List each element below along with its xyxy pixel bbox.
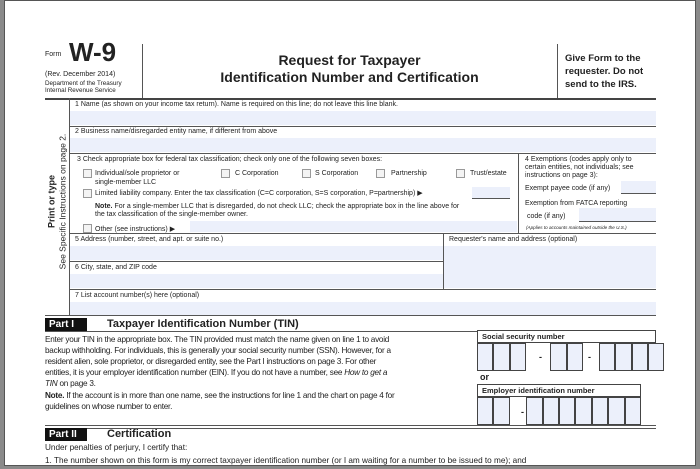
ssn-digit-box[interactable] bbox=[615, 343, 632, 371]
ssn-digit-box[interactable] bbox=[567, 343, 583, 371]
trust-label: Trust/estate bbox=[470, 170, 507, 177]
fatca-label: Exemption from FATCA reporting bbox=[525, 200, 628, 207]
print-or-type: Print or type bbox=[46, 175, 57, 229]
ein-digit-box[interactable] bbox=[575, 397, 592, 425]
ein-digit-box[interactable] bbox=[608, 397, 625, 425]
certification-item-1: 1. The number shown on this form is my c… bbox=[45, 456, 527, 465]
ssn-digit-box[interactable] bbox=[599, 343, 615, 371]
or-label: or bbox=[480, 372, 489, 382]
line6-label: 6 City, state, and ZIP code bbox=[75, 264, 157, 271]
ein-digit-box[interactable] bbox=[592, 397, 608, 425]
s-corp-label: S Corporation bbox=[315, 170, 359, 177]
fatca-input[interactable] bbox=[579, 208, 656, 222]
ein-digit-box[interactable] bbox=[493, 397, 510, 425]
ein-dash: - bbox=[521, 407, 524, 417]
business-name-input[interactable] bbox=[70, 138, 656, 152]
line3-label: 3 Check appropriate box for federal tax … bbox=[77, 156, 383, 163]
line7-label: 7 List account number(s) here (optional) bbox=[75, 292, 200, 299]
ssn-dash: - bbox=[539, 352, 542, 362]
ssn-dash: - bbox=[588, 352, 591, 362]
llc-label: Limited liability company. Enter the tax… bbox=[95, 190, 423, 197]
title-line2: Identification Number and Certification bbox=[220, 69, 479, 85]
line1-label: 1 Name (as shown on your income tax retu… bbox=[75, 101, 398, 108]
line4-label-3: instructions on page 3): bbox=[525, 172, 598, 179]
city-state-zip-input[interactable] bbox=[70, 274, 443, 288]
part1-tag: Part I bbox=[45, 318, 87, 331]
account-numbers-input[interactable] bbox=[70, 302, 656, 315]
line5-label: 5 Address (number, street, and apt. or s… bbox=[75, 236, 224, 243]
ein-label: Employer identification number bbox=[477, 384, 641, 397]
ein-digit-box[interactable] bbox=[625, 397, 641, 425]
form-number: W-9 bbox=[69, 37, 117, 67]
partnership-label: Partnership bbox=[391, 170, 427, 177]
see-instructions: See Specific Instructions on page 2. bbox=[57, 133, 68, 270]
c-corp-checkbox[interactable] bbox=[221, 169, 230, 178]
line2-label: 2 Business name/disregarded entity name,… bbox=[75, 128, 278, 135]
exempt-payee-label: Exempt payee code (if any) bbox=[525, 185, 611, 192]
name-input[interactable] bbox=[70, 111, 656, 125]
requester-input[interactable] bbox=[444, 246, 656, 288]
part1-note: Note. If the account is in more than one… bbox=[45, 391, 395, 411]
revision: (Rev. December 2014) bbox=[45, 71, 116, 78]
ssn-digit-box[interactable] bbox=[632, 343, 648, 371]
department: Department of the Treasury bbox=[45, 80, 122, 87]
title-line1: Request for Taxpayer bbox=[278, 52, 421, 68]
other-input[interactable] bbox=[190, 221, 517, 232]
w9-form-page: Form W-9 (Rev. December 2014) Department… bbox=[4, 0, 696, 466]
note-label: Note. bbox=[95, 203, 113, 210]
ein-digit-box[interactable] bbox=[559, 397, 575, 425]
instruction-line3: send to the IRS. bbox=[565, 79, 637, 90]
requester-label: Requester's name and address (optional) bbox=[449, 236, 578, 243]
c-corp-label: C Corporation bbox=[235, 170, 279, 177]
instruction-line2: requester. Do not bbox=[565, 66, 644, 77]
part1-title: Taxpayer Identification Number (TIN) bbox=[107, 318, 299, 330]
individual-checkbox[interactable] bbox=[83, 169, 92, 178]
fatca-label-2: code (if any) bbox=[527, 213, 566, 220]
line4-label-2: certain entities, not individuals; see bbox=[525, 164, 634, 171]
ssn-digit-box[interactable] bbox=[477, 343, 493, 371]
ssn-digit-box[interactable] bbox=[648, 343, 664, 371]
partnership-checkbox[interactable] bbox=[376, 169, 385, 178]
individual-label: Individual/sole proprietor or bbox=[95, 170, 180, 177]
address-input[interactable] bbox=[70, 246, 443, 260]
ein-digit-box[interactable] bbox=[526, 397, 543, 425]
ssn-digit-box[interactable] bbox=[550, 343, 567, 371]
part1-text: Enter your TIN in the appropriate box. T… bbox=[45, 335, 391, 388]
agency: Internal Revenue Service bbox=[45, 87, 116, 94]
exempt-payee-input[interactable] bbox=[621, 181, 656, 194]
ssn-label: Social security number bbox=[477, 330, 656, 343]
note-text: For a single-member LLC that is disregar… bbox=[114, 203, 460, 210]
llc-classification-input[interactable] bbox=[472, 187, 510, 199]
other-checkbox[interactable] bbox=[83, 224, 92, 233]
part2-tag: Part II bbox=[45, 428, 87, 441]
note-text-2: the tax classification of the single-mem… bbox=[95, 211, 248, 218]
part2-title: Certification bbox=[107, 428, 172, 440]
ein-digit-box[interactable] bbox=[543, 397, 559, 425]
fatca-note: (Applies to accounts maintained outside … bbox=[526, 225, 627, 230]
ssn-digit-box[interactable] bbox=[510, 343, 526, 371]
llc-checkbox[interactable] bbox=[83, 189, 92, 198]
other-label: Other (see instructions) ▶ bbox=[95, 226, 176, 233]
certification-intro: Under penalties of perjury, I certify th… bbox=[45, 443, 188, 452]
ssn-digit-box[interactable] bbox=[493, 343, 510, 371]
s-corp-checkbox[interactable] bbox=[302, 169, 311, 178]
line4-label: 4 Exemptions (codes apply only to bbox=[525, 156, 632, 163]
ein-digit-box[interactable] bbox=[477, 397, 493, 425]
form-label: Form bbox=[45, 51, 62, 58]
individual-label-2: single-member LLC bbox=[95, 179, 157, 186]
trust-checkbox[interactable] bbox=[456, 169, 465, 178]
instruction-line1: Give Form to the bbox=[565, 53, 641, 64]
